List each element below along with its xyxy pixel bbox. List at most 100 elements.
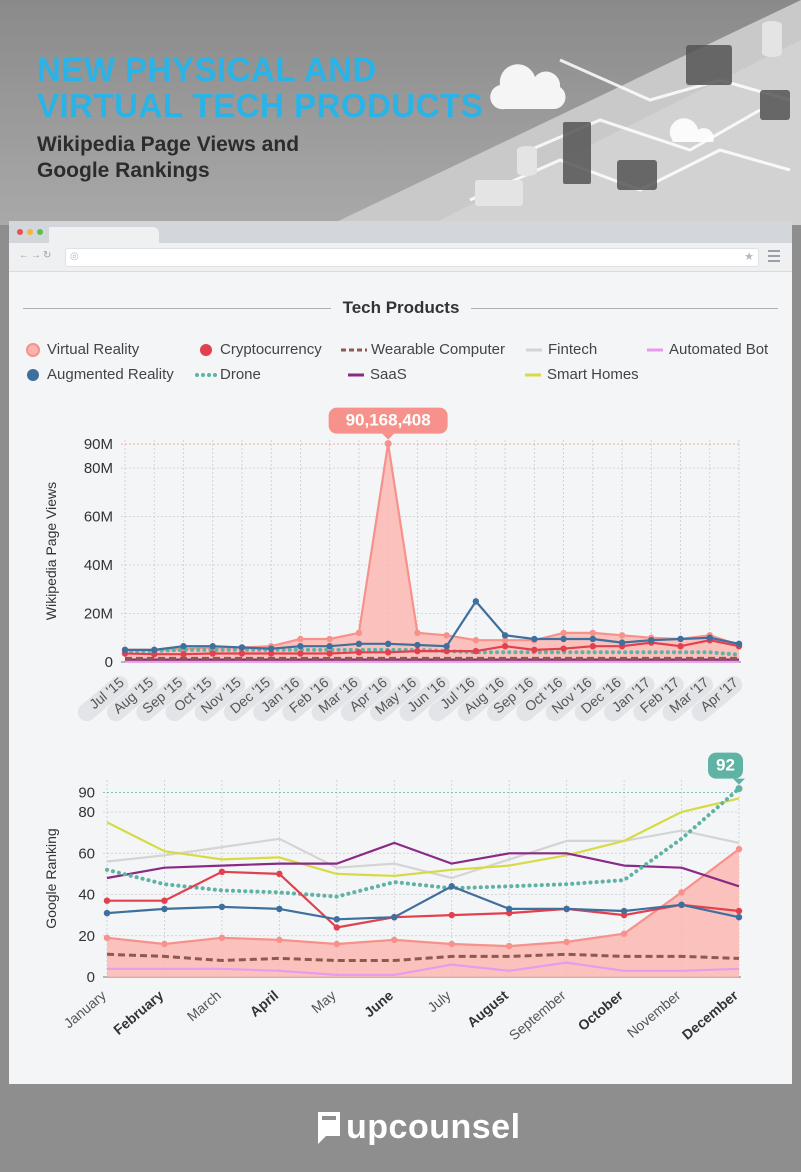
data-point-augmented-reality <box>620 907 628 915</box>
data-point-augmented-reality <box>326 643 333 650</box>
data-point-virtual-reality <box>472 636 480 644</box>
x-tick-pill <box>77 675 129 722</box>
data-point-virtual-reality <box>276 936 283 944</box>
data-point-cryptocurrency <box>297 650 304 657</box>
data-point-augmented-reality <box>121 646 129 654</box>
data-point-augmented-reality <box>267 645 275 652</box>
data-point-augmented-reality <box>505 905 513 913</box>
data-point-augmented-reality <box>443 643 450 650</box>
data-point-cryptocurrency <box>531 646 538 654</box>
data-point-cryptocurrency <box>218 868 226 876</box>
legend-virtual-reality-swatch <box>26 343 40 357</box>
series-smart-homes <box>106 797 740 877</box>
footer <box>0 1084 801 1172</box>
hamburger-menu-icon[interactable] <box>768 250 780 265</box>
data-point-virtual-reality <box>355 629 363 637</box>
data-point-augmented-reality <box>276 905 283 913</box>
legend-cryptocurrency-swatch <box>200 344 212 356</box>
series-augmented-reality <box>121 598 743 654</box>
data-point-cryptocurrency <box>276 870 283 878</box>
x-tick-label: December <box>679 987 742 1043</box>
data-point-cryptocurrency <box>472 647 480 655</box>
data-point-virtual-reality <box>560 629 567 637</box>
data-point-augmented-reality <box>501 632 509 639</box>
y-axis-label: Google Ranking <box>43 828 59 928</box>
series-line-virtual-reality <box>106 848 740 948</box>
x-tick-pill <box>516 675 567 722</box>
tab-bar <box>9 221 792 243</box>
browser-tab[interactable] <box>49 227 159 243</box>
x-tick-label: May <box>308 987 339 1016</box>
legend-drone-swatch <box>195 373 217 377</box>
x-tick-pill <box>574 675 626 722</box>
data-point-augmented-reality <box>414 641 421 649</box>
globe-icon: ◎ <box>70 251 79 262</box>
x-tick-pill <box>194 675 246 722</box>
data-point-augmented-reality <box>209 643 216 650</box>
data-point-cryptocurrency <box>443 647 450 655</box>
data-point-cryptocurrency <box>448 911 455 919</box>
data-point-cryptocurrency <box>267 650 275 657</box>
data-point-augmented-reality <box>391 913 398 921</box>
close-window-dot[interactable] <box>17 229 23 235</box>
data-point-augmented-reality <box>648 636 655 644</box>
star-icon[interactable]: ★ <box>744 251 754 263</box>
series-line-virtual-reality <box>125 442 740 651</box>
y-tick-label: 80M <box>84 460 113 477</box>
section-title: Tech Products <box>331 298 471 318</box>
data-point-virtual-reality <box>161 940 168 948</box>
address-bar[interactable]: ◎ ★ <box>65 248 759 267</box>
data-point-augmented-reality <box>735 640 743 648</box>
x-tick-pill <box>253 675 304 722</box>
page-title-line1: NEW PHYSICAL AND <box>37 51 377 88</box>
data-point-virtual-reality <box>735 845 743 853</box>
x-tick-pill <box>223 675 275 722</box>
series-line-drone <box>105 786 741 899</box>
series-area-virtual-reality <box>107 849 739 977</box>
series-line-augmented-reality <box>106 885 740 921</box>
data-point-augmented-reality <box>472 598 480 605</box>
series-line-augmented-reality <box>125 600 740 651</box>
data-point-augmented-reality <box>677 635 684 643</box>
legend-fintech-swatch <box>526 348 542 352</box>
y-tick-label: 20M <box>84 606 113 623</box>
data-point-cryptocurrency <box>103 897 111 904</box>
data-point-augmented-reality <box>297 643 304 650</box>
minimize-window-dot[interactable] <box>27 229 33 235</box>
series-wearable-computer <box>106 952 740 962</box>
annotation-label: 92 <box>716 756 735 775</box>
maximize-window-dot[interactable] <box>37 229 43 235</box>
data-point-virtual-reality <box>501 636 509 644</box>
series-line-smart-homes <box>106 797 740 877</box>
data-point-virtual-reality <box>618 632 626 639</box>
data-point-virtual-reality <box>103 934 111 942</box>
legend-label: SaaS <box>370 366 407 383</box>
annotation-bubble <box>708 752 743 779</box>
data-point-augmented-reality <box>161 905 168 913</box>
series-line-saas <box>106 841 740 888</box>
data-point-virtual-reality <box>391 936 398 944</box>
y-axis-label: Wikipedia Page Views <box>43 482 59 620</box>
legend-label: Virtual Reality <box>47 341 140 358</box>
data-point-cryptocurrency <box>326 650 333 657</box>
x-tick-pill <box>691 675 743 722</box>
data-point-augmented-reality <box>735 913 743 921</box>
y-tick-label: 90 <box>78 785 95 802</box>
series-line-cryptocurrency <box>124 639 740 656</box>
x-tick-label: April <box>247 987 282 1020</box>
y-tick-label: 60M <box>84 509 113 526</box>
upcounsel-logo-icon <box>318 1112 340 1144</box>
series-virtual-reality <box>121 440 743 662</box>
data-point-augmented-reality <box>678 901 685 909</box>
x-tick-pill <box>311 675 363 722</box>
data-point-augmented-reality <box>563 905 570 913</box>
annotation-pointer <box>382 433 395 440</box>
x-tick-pill <box>545 675 597 722</box>
nav-arrows-icon[interactable]: ←→↻ <box>19 250 54 261</box>
annotation-bubble <box>328 407 448 434</box>
data-point-virtual-reality <box>678 889 685 896</box>
x-tick-label: March <box>184 987 224 1024</box>
data-point-virtual-reality <box>326 635 333 643</box>
address-row: ←→↻ ◎ ★ <box>9 243 792 272</box>
